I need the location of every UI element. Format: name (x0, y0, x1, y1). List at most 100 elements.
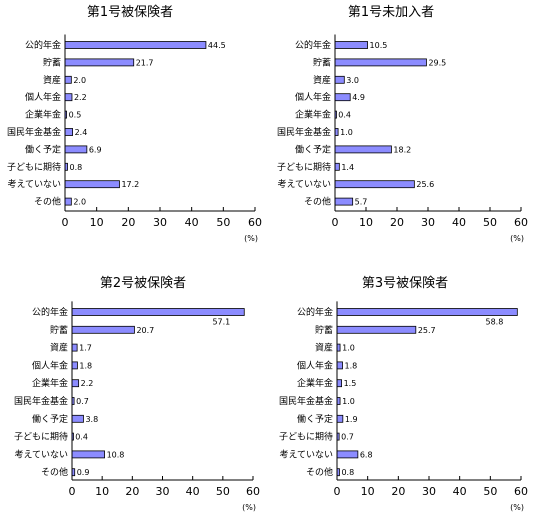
bar (334, 145, 392, 154)
bar (64, 128, 73, 136)
value-label: 25.6 (416, 180, 434, 189)
x-tick-label: 50 (216, 485, 230, 498)
category-label: 貯蓄 (315, 324, 333, 336)
x-tick-label: 0 (332, 216, 339, 229)
bar (64, 197, 72, 206)
value-label: 44.5 (208, 41, 226, 50)
unit-label: (%) (244, 234, 258, 243)
category-label: 考えていない (7, 179, 61, 190)
category-label: 資産 (50, 342, 68, 354)
category-label: 個人年金 (25, 91, 61, 103)
value-label: 18.2 (393, 145, 411, 154)
unit-label: (%) (510, 234, 524, 243)
bar (71, 414, 84, 423)
bar (64, 75, 72, 84)
bar (336, 414, 344, 423)
value-label: 0.9 (77, 468, 90, 477)
bar (334, 41, 368, 49)
bar (64, 93, 73, 102)
value-label: 25.7 (418, 326, 436, 335)
bar (336, 325, 417, 334)
category-label: 資産 (43, 74, 61, 86)
category-label: 公的年金 (297, 306, 333, 318)
value-label: 29.5 (428, 58, 446, 67)
category-label: 働く予定 (25, 143, 61, 155)
value-label: 3.0 (346, 76, 359, 85)
value-label: 1.9 (345, 415, 358, 424)
value-label: 10.8 (107, 450, 125, 459)
category-label: 企業年金 (32, 377, 68, 389)
category-label: 働く予定 (32, 413, 68, 425)
category-label: 子どもに期待 (277, 161, 331, 173)
category-label: 国民年金基金 (7, 126, 61, 138)
value-label: 6.8 (360, 450, 373, 459)
x-tick-label: 20 (125, 485, 139, 498)
bar (71, 361, 78, 370)
bar (334, 197, 354, 206)
x-tick-label: 30 (156, 485, 170, 498)
value-label: 17.2 (121, 180, 139, 189)
value-label: 0.4 (338, 111, 351, 120)
chart-title: 第1号未加入者 (348, 5, 434, 20)
x-tick-label: 10 (361, 485, 375, 498)
x-tick-label: 60 (514, 216, 528, 229)
value-label: 1.0 (342, 397, 355, 406)
bar (334, 93, 351, 102)
value-label: 0.8 (341, 468, 354, 477)
category-label: 考えていない (277, 179, 331, 190)
bar (336, 308, 518, 316)
value-label: 58.8 (486, 318, 504, 327)
bar (64, 180, 120, 189)
category-label: その他 (41, 466, 68, 478)
x-tick-label: 60 (246, 485, 260, 498)
x-tick-label: 40 (452, 216, 466, 229)
bar (71, 325, 135, 334)
x-tick-label: 20 (390, 216, 404, 229)
category-label: 企業年金 (297, 377, 333, 389)
chart-title: 第2号被保険者 (100, 276, 186, 291)
x-tick-label: 50 (483, 216, 497, 229)
bar (71, 308, 245, 316)
x-tick-label: 50 (216, 216, 230, 229)
value-label: 2.2 (74, 93, 87, 102)
value-label: 0.7 (341, 433, 354, 442)
category-label: 考えていない (14, 449, 68, 460)
category-label: その他 (34, 196, 61, 208)
x-tick-label: 0 (62, 216, 69, 229)
x-tick-label: 10 (95, 485, 109, 498)
value-label: 0.7 (76, 397, 89, 406)
value-label: 0.4 (75, 433, 88, 442)
value-label: 1.8 (79, 361, 92, 370)
x-tick-label: 30 (153, 216, 167, 229)
x-tick-label: 60 (248, 216, 262, 229)
value-label: 5.7 (355, 198, 368, 207)
x-tick-label: 0 (69, 485, 76, 498)
bar (64, 145, 88, 154)
category-label: 子どもに期待 (14, 431, 68, 443)
category-label: 働く予定 (297, 413, 333, 425)
x-tick-label: 40 (453, 485, 467, 498)
category-label: 個人年金 (297, 359, 333, 371)
category-label: 考えていない (279, 449, 333, 460)
x-tick-label: 50 (483, 485, 497, 498)
bar (334, 162, 340, 171)
value-label: 2.0 (73, 198, 86, 207)
category-label: 公的年金 (32, 306, 68, 318)
category-label: 子どもに期待 (279, 431, 333, 443)
x-tick-label: 10 (359, 216, 373, 229)
category-label: 貯蓄 (50, 324, 68, 336)
x-tick-label: 30 (421, 216, 435, 229)
category-label: 資産 (315, 342, 333, 354)
category-label: 資産 (313, 74, 331, 86)
bar (71, 343, 78, 352)
unit-label: (%) (242, 503, 256, 512)
value-label: 1.0 (340, 128, 353, 137)
value-label: 20.7 (136, 326, 154, 335)
value-label: 0.8 (70, 163, 83, 172)
value-label: 3.8 (85, 415, 98, 424)
bar (334, 58, 427, 67)
